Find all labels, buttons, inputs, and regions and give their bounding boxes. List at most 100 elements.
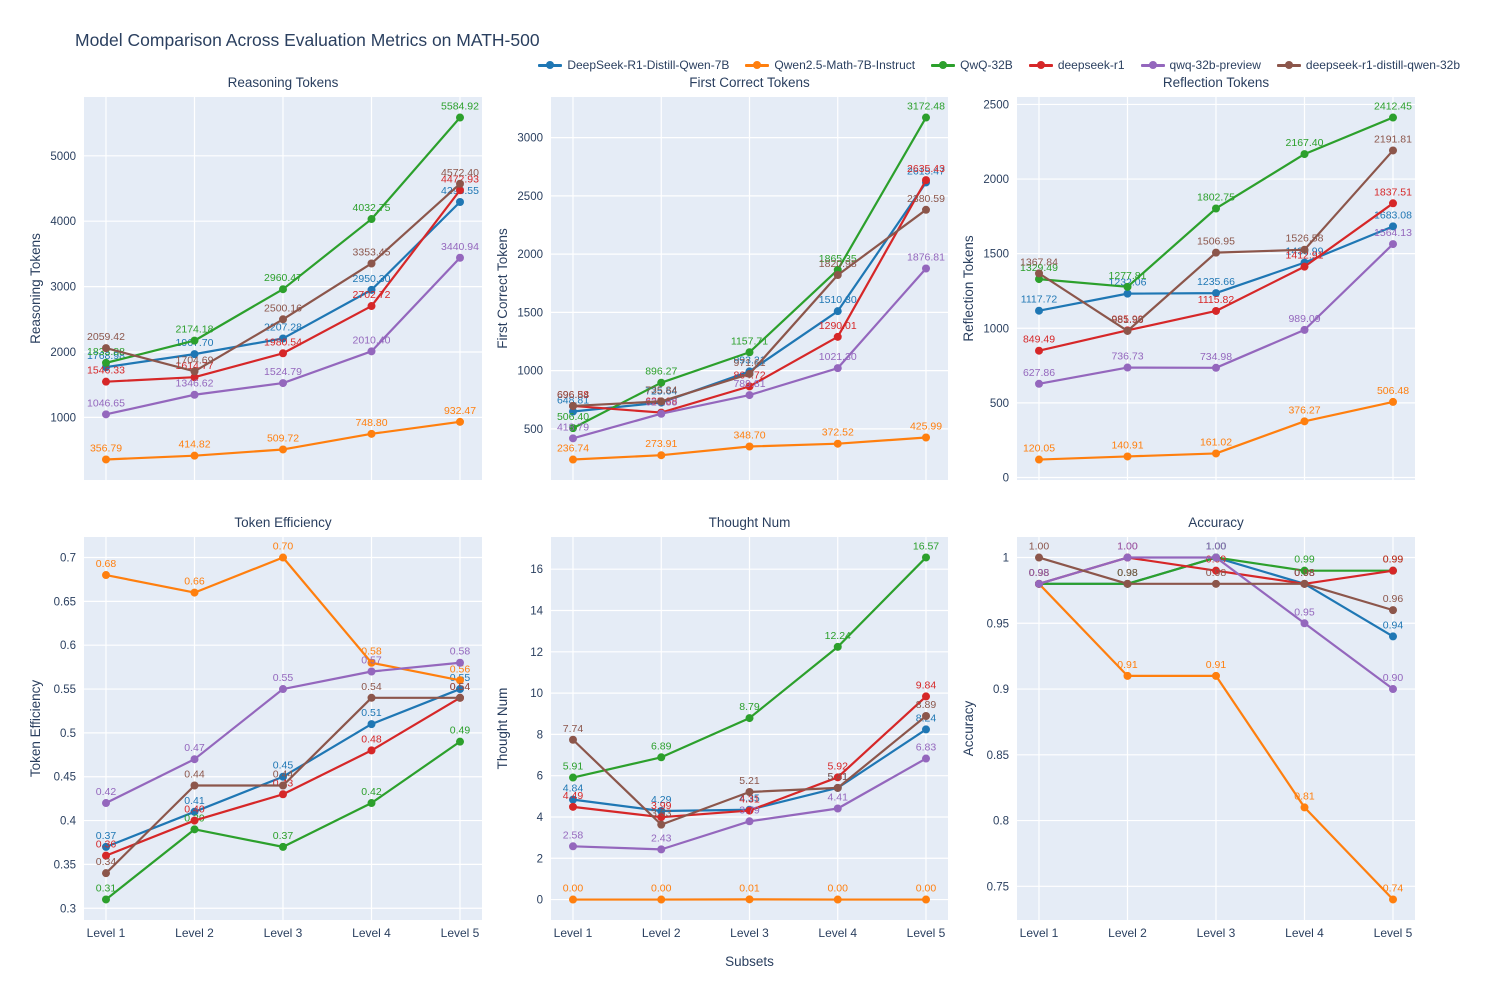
data-point[interactable] [279,790,287,799]
data-point[interactable] [922,264,930,273]
data-point[interactable] [657,451,666,460]
data-point[interactable] [367,215,376,224]
data-point[interactable] [367,302,376,311]
legend-item-1[interactable]: Qwen2.5-Math-7B-Instruct [745,58,915,72]
data-point[interactable] [569,802,577,811]
data-point[interactable] [190,588,199,597]
data-point[interactable] [190,336,199,345]
data-point[interactable] [1389,199,1397,208]
data-point[interactable] [456,693,464,702]
data-point[interactable] [279,772,287,781]
data-point[interactable] [456,685,464,694]
data-point[interactable] [456,198,464,207]
data-point[interactable] [456,658,464,667]
data-point[interactable] [833,364,842,373]
data-point[interactable] [1123,452,1132,461]
data-point[interactable] [1212,306,1220,315]
data-point[interactable] [279,379,287,388]
data-point[interactable] [1300,566,1309,575]
data-point[interactable] [1389,632,1397,641]
data-point[interactable] [367,720,376,729]
data-point[interactable] [102,869,110,878]
data-point[interactable] [922,113,930,122]
data-point[interactable] [279,781,287,790]
data-point[interactable] [569,401,577,410]
data-point[interactable] [102,799,110,808]
data-point[interactable] [657,820,666,829]
data-point[interactable] [922,754,930,763]
data-point[interactable] [745,817,754,826]
data-point[interactable] [1389,240,1397,249]
data-point[interactable] [569,773,577,782]
data-point[interactable] [1212,579,1220,588]
data-point[interactable] [1123,282,1132,291]
data-point[interactable] [367,658,376,667]
data-point[interactable] [657,895,666,904]
data-point[interactable] [190,373,199,382]
data-point[interactable] [279,315,287,324]
data-point[interactable] [833,804,842,813]
data-point[interactable] [456,253,464,262]
data-point[interactable] [1300,245,1309,254]
data-point[interactable] [1035,455,1043,464]
data-point[interactable] [279,553,287,562]
data-point[interactable] [279,285,287,294]
data-point[interactable] [1035,275,1043,284]
data-point[interactable] [190,825,199,834]
data-point[interactable] [745,895,754,904]
data-point[interactable] [745,391,754,400]
data-point[interactable] [922,725,930,734]
data-point[interactable] [657,409,666,418]
data-point[interactable] [745,806,754,815]
data-point[interactable] [922,433,930,442]
data-point[interactable] [1389,113,1397,122]
data-point[interactable] [922,712,930,721]
data-point[interactable] [1212,449,1220,458]
data-point[interactable] [1123,579,1132,588]
data-point[interactable] [745,714,754,723]
data-point[interactable] [1123,289,1132,298]
data-point[interactable] [456,676,464,685]
data-point[interactable] [1212,289,1220,298]
data-point[interactable] [569,407,577,416]
data-point[interactable] [833,773,842,782]
data-point[interactable] [279,445,287,454]
data-point[interactable] [922,176,930,185]
data-point[interactable] [102,410,110,419]
data-point[interactable] [1389,566,1397,575]
data-point[interactable] [1389,146,1397,155]
data-point[interactable] [1389,895,1397,904]
data-point[interactable] [102,571,110,580]
legend-item-3[interactable]: deepseek-r1 [1028,58,1125,72]
data-point[interactable] [1300,325,1309,334]
data-point[interactable] [833,307,842,316]
data-point[interactable] [367,693,376,702]
data-point[interactable] [922,895,930,904]
data-point[interactable] [190,390,199,399]
data-point[interactable] [1123,671,1132,680]
data-point[interactable] [102,895,110,904]
data-point[interactable] [569,455,577,464]
data-point[interactable] [1389,685,1397,694]
data-point[interactable] [102,455,110,464]
data-point[interactable] [1300,262,1309,271]
data-point[interactable] [190,816,199,825]
data-point[interactable] [833,439,842,448]
data-point[interactable] [102,851,110,860]
data-point[interactable] [745,382,754,391]
data-point[interactable] [657,753,666,762]
data-point[interactable] [1389,606,1397,615]
data-point[interactable] [279,349,287,358]
data-point[interactable] [745,442,754,451]
data-point[interactable] [367,347,376,356]
data-point[interactable] [190,755,199,764]
data-point[interactable] [745,348,754,357]
legend-item-0[interactable]: DeepSeek-R1-Distill-Qwen-7B [538,58,729,72]
data-point[interactable] [367,429,376,438]
data-point[interactable] [1035,379,1043,388]
data-point[interactable] [1035,306,1043,315]
data-point[interactable] [456,186,464,195]
data-point[interactable] [1123,363,1132,372]
data-point[interactable] [657,845,666,854]
data-point[interactable] [367,746,376,755]
